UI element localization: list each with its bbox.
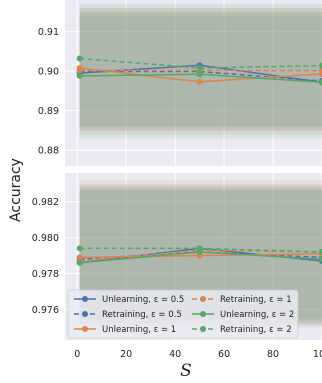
x-tick-label: 0 xyxy=(74,349,80,360)
data-point xyxy=(76,67,83,74)
x-tick-label: 80 xyxy=(267,349,279,360)
data-point xyxy=(319,79,322,86)
y-tick-label: 0.89 xyxy=(38,106,59,117)
data-point xyxy=(196,64,203,71)
series-lines xyxy=(76,245,322,266)
y-tick-label: 0.976 xyxy=(32,305,59,316)
data-point xyxy=(196,78,203,85)
data-point xyxy=(319,67,322,74)
top-panel: 0.88 0.89 0.90 0.91 xyxy=(38,0,322,166)
data-point xyxy=(196,245,203,252)
legend-label: Retraining, ε = 2 xyxy=(220,325,292,335)
data-point xyxy=(76,245,83,252)
data-point xyxy=(319,249,322,256)
legend: Unlearning, ε = 0.5 Retraining, ε = 0.5 Un… xyxy=(67,289,299,339)
data-point xyxy=(196,71,203,78)
series-line xyxy=(79,247,322,253)
legend-label: Unlearning, ε = 1 xyxy=(102,325,176,335)
legend-label: Retraining, ε = 0.5 xyxy=(102,310,182,320)
x-axis-label: S xyxy=(180,361,192,381)
legend-frame xyxy=(67,289,299,339)
y-tick-label: 0.90 xyxy=(38,67,59,78)
legend-marker xyxy=(200,311,206,317)
legend-marker xyxy=(200,296,206,302)
data-point xyxy=(319,256,322,263)
x-tick-label: 60 xyxy=(218,349,230,360)
series-line xyxy=(79,70,322,82)
legend-marker xyxy=(82,311,88,317)
series-lines xyxy=(76,55,322,86)
y-tick-label: 0.88 xyxy=(38,146,59,157)
legend-marker xyxy=(82,296,88,302)
y-tick-label: 0.978 xyxy=(32,269,59,280)
y-tick-label: 0.980 xyxy=(32,233,59,244)
legend-label: Unlearning, ε = 0.5 xyxy=(102,295,184,305)
legend-label: Retraining, ε = 1 xyxy=(220,295,292,305)
x-tick-label: 40 xyxy=(169,349,181,360)
y-tick-label: 0.982 xyxy=(32,197,59,208)
data-point xyxy=(76,55,83,62)
y-tick-label: 0.91 xyxy=(38,27,59,38)
y-axis-label: Accuracy xyxy=(8,158,24,222)
x-tick-label: 20 xyxy=(120,349,132,360)
legend-marker xyxy=(82,326,88,332)
data-point xyxy=(76,72,83,79)
data-point xyxy=(76,259,83,266)
plot-area xyxy=(65,0,322,166)
legend-label: Unlearning, ε = 2 xyxy=(220,310,294,320)
x-tick-label: 100 xyxy=(313,349,322,360)
legend-marker xyxy=(200,326,206,332)
data-point xyxy=(319,62,322,69)
